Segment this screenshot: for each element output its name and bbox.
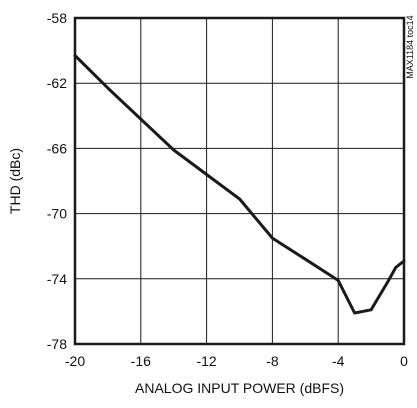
y-tick-label: -70 — [47, 206, 67, 222]
y-tick-label: -62 — [47, 75, 67, 91]
plot-frame — [73, 16, 406, 346]
series-line-0 — [73, 54, 406, 315]
x-tick-label: 0 — [400, 353, 408, 369]
x-axis-label: ANALOG INPUT POWER (dBFS) — [135, 380, 344, 396]
x-tick-label: -8 — [266, 353, 279, 369]
y-tick-label: -58 — [47, 10, 67, 26]
grid — [75, 18, 404, 344]
series-layer — [73, 54, 406, 315]
y-tick-label: -66 — [47, 140, 67, 156]
tick-labels: -20 -16 -12 -8 -4 0 -58 -62 -66 -70 -74 -78 — [47, 10, 408, 369]
chart-id-label: MAX1184 toc14 — [405, 15, 415, 78]
x-tick-label: -12 — [196, 353, 216, 369]
y-axis-label: THD (dBc) — [7, 148, 23, 214]
x-tick-label: -16 — [131, 353, 151, 369]
x-tick-label: -20 — [65, 353, 85, 369]
y-tick-label: -74 — [47, 271, 67, 287]
x-tick-label: -4 — [332, 353, 345, 369]
y-tick-label: -78 — [47, 336, 67, 352]
